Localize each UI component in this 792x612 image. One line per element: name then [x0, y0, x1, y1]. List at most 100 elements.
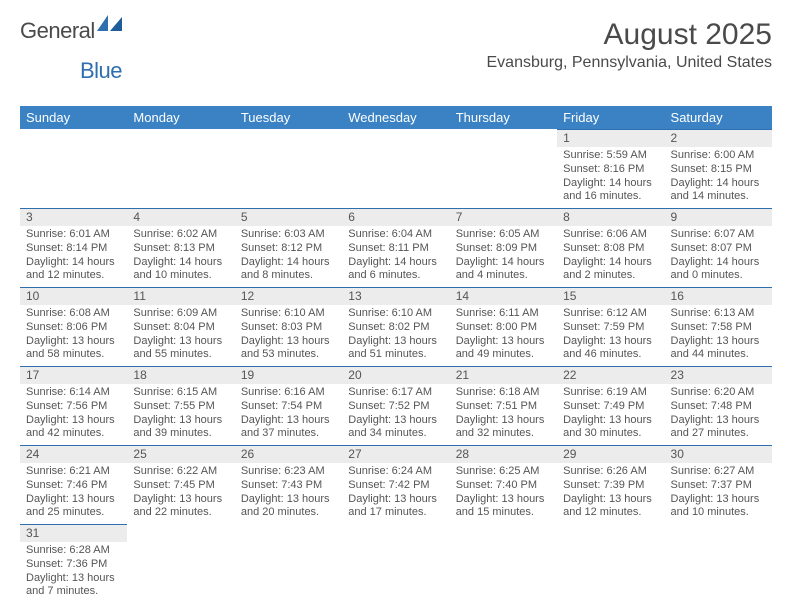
day-details: Sunrise: 6:08 AMSunset: 8:06 PMDaylight:… [20, 305, 127, 366]
sunrise-line: Sunrise: 6:27 AM [671, 465, 766, 479]
calendar-day-cell: 1Sunrise: 5:59 AMSunset: 8:16 PMDaylight… [557, 129, 664, 208]
day-details: Sunrise: 6:09 AMSunset: 8:04 PMDaylight:… [127, 305, 234, 366]
day-number: 15 [557, 287, 664, 305]
day-details: Sunrise: 6:13 AMSunset: 7:58 PMDaylight:… [665, 305, 772, 366]
calendar-day-cell: 4Sunrise: 6:02 AMSunset: 8:13 PMDaylight… [127, 208, 234, 287]
calendar-day-cell: 9Sunrise: 6:07 AMSunset: 8:07 PMDaylight… [665, 208, 772, 287]
sunrise-line: Sunrise: 6:11 AM [456, 307, 551, 321]
sunset-line: Sunset: 7:52 PM [348, 400, 443, 414]
sunrise-line: Sunrise: 6:12 AM [563, 307, 658, 321]
daylight-line: Daylight: 14 hours and 0 minutes. [671, 256, 766, 284]
day-number: 27 [342, 445, 449, 463]
day-number: 4 [127, 208, 234, 226]
day-number: 30 [665, 445, 772, 463]
day-number: 2 [665, 129, 772, 147]
day-details: Sunrise: 6:16 AMSunset: 7:54 PMDaylight:… [235, 384, 342, 445]
calendar-day-cell: 28Sunrise: 6:25 AMSunset: 7:40 PMDayligh… [450, 445, 557, 524]
day-details: Sunrise: 6:06 AMSunset: 8:08 PMDaylight:… [557, 226, 664, 287]
daylight-line: Daylight: 14 hours and 12 minutes. [26, 256, 121, 284]
sunset-line: Sunset: 8:00 PM [456, 321, 551, 335]
calendar-day-cell: 17Sunrise: 6:14 AMSunset: 7:56 PMDayligh… [20, 366, 127, 445]
calendar-day-cell: 20Sunrise: 6:17 AMSunset: 7:52 PMDayligh… [342, 366, 449, 445]
sunset-line: Sunset: 7:54 PM [241, 400, 336, 414]
day-details: Sunrise: 6:05 AMSunset: 8:09 PMDaylight:… [450, 226, 557, 287]
sunset-line: Sunset: 7:43 PM [241, 479, 336, 493]
daylight-line: Daylight: 13 hours and 30 minutes. [563, 414, 658, 442]
day-details: Sunrise: 5:59 AMSunset: 8:16 PMDaylight:… [557, 147, 664, 208]
calendar-day-cell: 26Sunrise: 6:23 AMSunset: 7:43 PMDayligh… [235, 445, 342, 524]
calendar-day-cell: 10Sunrise: 6:08 AMSunset: 8:06 PMDayligh… [20, 287, 127, 366]
weekday-header: Thursday [450, 106, 557, 129]
sunrise-line: Sunrise: 6:21 AM [26, 465, 121, 479]
sunrise-line: Sunrise: 6:26 AM [563, 465, 658, 479]
calendar-week-row: 10Sunrise: 6:08 AMSunset: 8:06 PMDayligh… [20, 287, 772, 366]
day-details: Sunrise: 6:01 AMSunset: 8:14 PMDaylight:… [20, 226, 127, 287]
day-details: Sunrise: 6:03 AMSunset: 8:12 PMDaylight:… [235, 226, 342, 287]
weekday-header: Sunday [20, 106, 127, 129]
sunset-line: Sunset: 8:06 PM [26, 321, 121, 335]
sunrise-line: Sunrise: 6:05 AM [456, 228, 551, 242]
calendar-day-cell [450, 524, 557, 603]
day-details: Sunrise: 6:22 AMSunset: 7:45 PMDaylight:… [127, 463, 234, 524]
calendar-week-row: 1Sunrise: 5:59 AMSunset: 8:16 PMDaylight… [20, 129, 772, 208]
daylight-line: Daylight: 14 hours and 8 minutes. [241, 256, 336, 284]
day-details: Sunrise: 6:11 AMSunset: 8:00 PMDaylight:… [450, 305, 557, 366]
daylight-line: Daylight: 13 hours and 53 minutes. [241, 335, 336, 363]
calendar-day-cell [235, 524, 342, 603]
calendar-day-cell [127, 524, 234, 603]
calendar-day-cell: 30Sunrise: 6:27 AMSunset: 7:37 PMDayligh… [665, 445, 772, 524]
sunrise-line: Sunrise: 6:23 AM [241, 465, 336, 479]
day-number: 26 [235, 445, 342, 463]
day-details: Sunrise: 6:10 AMSunset: 8:03 PMDaylight:… [235, 305, 342, 366]
sunset-line: Sunset: 7:56 PM [26, 400, 121, 414]
daylight-line: Daylight: 13 hours and 39 minutes. [133, 414, 228, 442]
daylight-line: Daylight: 13 hours and 34 minutes. [348, 414, 443, 442]
sunrise-line: Sunrise: 6:02 AM [133, 228, 228, 242]
daylight-line: Daylight: 13 hours and 42 minutes. [26, 414, 121, 442]
day-number: 19 [235, 366, 342, 384]
brand-logo: General [20, 18, 123, 44]
sunset-line: Sunset: 7:37 PM [671, 479, 766, 493]
day-number: 10 [20, 287, 127, 305]
sunrise-line: Sunrise: 6:10 AM [348, 307, 443, 321]
sunset-line: Sunset: 7:39 PM [563, 479, 658, 493]
sunrise-line: Sunrise: 6:15 AM [133, 386, 228, 400]
calendar-day-cell [342, 524, 449, 603]
day-details: Sunrise: 6:10 AMSunset: 8:02 PMDaylight:… [342, 305, 449, 366]
daylight-line: Daylight: 14 hours and 14 minutes. [671, 177, 766, 205]
sunset-line: Sunset: 7:42 PM [348, 479, 443, 493]
daylight-line: Daylight: 14 hours and 2 minutes. [563, 256, 658, 284]
sunset-line: Sunset: 8:11 PM [348, 242, 443, 256]
calendar-day-cell: 8Sunrise: 6:06 AMSunset: 8:08 PMDaylight… [557, 208, 664, 287]
sunset-line: Sunset: 7:51 PM [456, 400, 551, 414]
day-number: 5 [235, 208, 342, 226]
day-details: Sunrise: 6:21 AMSunset: 7:46 PMDaylight:… [20, 463, 127, 524]
day-number: 1 [557, 129, 664, 147]
calendar-week-row: 17Sunrise: 6:14 AMSunset: 7:56 PMDayligh… [20, 366, 772, 445]
sunrise-line: Sunrise: 6:24 AM [348, 465, 443, 479]
month-title: August 2025 [487, 18, 773, 52]
sunset-line: Sunset: 7:36 PM [26, 558, 121, 572]
sunrise-line: Sunrise: 6:04 AM [348, 228, 443, 242]
day-number: 28 [450, 445, 557, 463]
daylight-line: Daylight: 13 hours and 20 minutes. [241, 493, 336, 521]
calendar-day-cell [450, 129, 557, 208]
day-details: Sunrise: 6:26 AMSunset: 7:39 PMDaylight:… [557, 463, 664, 524]
day-details: Sunrise: 6:14 AMSunset: 7:56 PMDaylight:… [20, 384, 127, 445]
sunset-line: Sunset: 7:58 PM [671, 321, 766, 335]
sunrise-line: Sunrise: 6:09 AM [133, 307, 228, 321]
sunrise-line: Sunrise: 6:00 AM [671, 149, 766, 163]
sunset-line: Sunset: 7:46 PM [26, 479, 121, 493]
sunset-line: Sunset: 8:07 PM [671, 242, 766, 256]
day-number: 31 [20, 524, 127, 542]
calendar-week-row: 3Sunrise: 6:01 AMSunset: 8:14 PMDaylight… [20, 208, 772, 287]
calendar-day-cell: 14Sunrise: 6:11 AMSunset: 8:00 PMDayligh… [450, 287, 557, 366]
sunrise-line: Sunrise: 6:18 AM [456, 386, 551, 400]
day-number: 9 [665, 208, 772, 226]
calendar-day-cell: 3Sunrise: 6:01 AMSunset: 8:14 PMDaylight… [20, 208, 127, 287]
sunrise-line: Sunrise: 5:59 AM [563, 149, 658, 163]
day-number: 12 [235, 287, 342, 305]
day-details: Sunrise: 6:23 AMSunset: 7:43 PMDaylight:… [235, 463, 342, 524]
calendar-day-cell: 29Sunrise: 6:26 AMSunset: 7:39 PMDayligh… [557, 445, 664, 524]
sunrise-line: Sunrise: 6:08 AM [26, 307, 121, 321]
